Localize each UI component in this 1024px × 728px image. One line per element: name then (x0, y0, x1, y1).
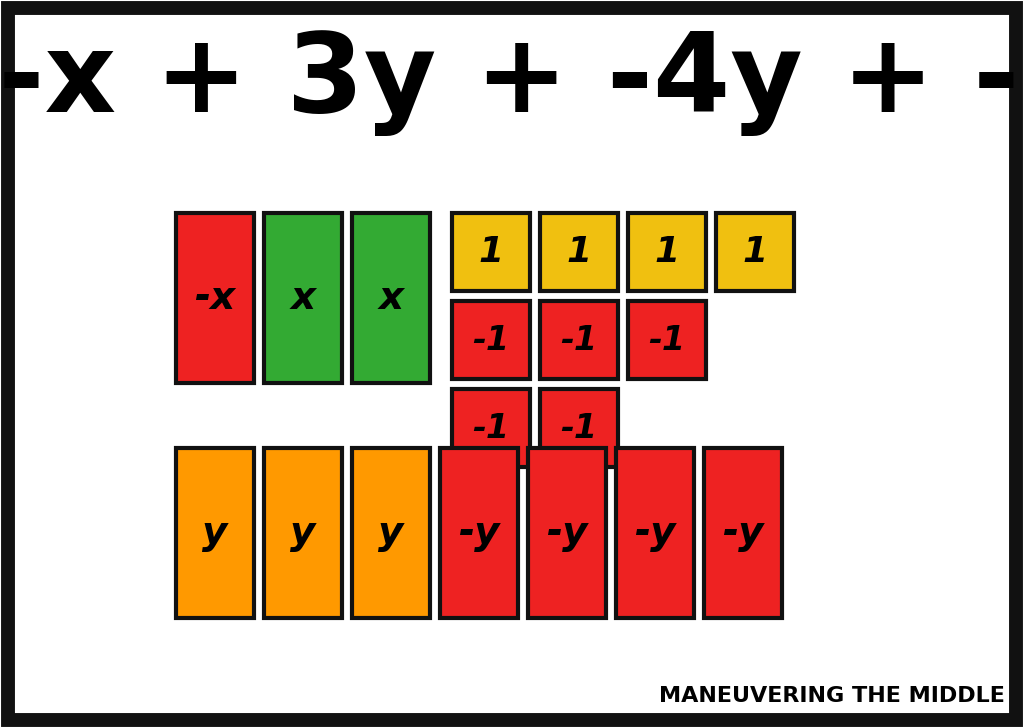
Text: -y: -y (459, 514, 500, 552)
FancyBboxPatch shape (452, 301, 530, 379)
Text: MANEUVERING THE MIDDLE: MANEUVERING THE MIDDLE (659, 686, 1005, 706)
Text: -x: -x (195, 279, 236, 317)
FancyBboxPatch shape (452, 389, 530, 467)
FancyBboxPatch shape (628, 301, 706, 379)
FancyBboxPatch shape (716, 213, 794, 291)
FancyBboxPatch shape (616, 448, 694, 618)
FancyBboxPatch shape (352, 213, 430, 383)
FancyBboxPatch shape (264, 448, 342, 618)
FancyBboxPatch shape (264, 213, 342, 383)
FancyBboxPatch shape (540, 213, 618, 291)
FancyBboxPatch shape (540, 301, 618, 379)
Text: x: x (291, 279, 315, 317)
Text: -1: -1 (648, 323, 685, 357)
FancyBboxPatch shape (452, 213, 530, 291)
FancyBboxPatch shape (176, 448, 254, 618)
Text: -1: -1 (560, 411, 598, 445)
Text: y: y (203, 514, 227, 552)
Text: 1: 1 (478, 235, 504, 269)
Text: -1: -1 (472, 411, 510, 445)
FancyBboxPatch shape (440, 448, 518, 618)
Text: y: y (291, 514, 315, 552)
Text: y: y (378, 514, 403, 552)
FancyBboxPatch shape (176, 213, 254, 383)
Text: -y: -y (546, 514, 588, 552)
FancyBboxPatch shape (8, 8, 1016, 720)
Text: 1: 1 (654, 235, 680, 269)
Text: -1: -1 (472, 323, 510, 357)
Text: 2x + -x + 3y + -4y + -5 + 4: 2x + -x + 3y + -4y + -5 + 4 (0, 30, 1024, 136)
FancyBboxPatch shape (628, 213, 706, 291)
Text: 1: 1 (742, 235, 768, 269)
FancyBboxPatch shape (528, 448, 606, 618)
Text: 1: 1 (566, 235, 592, 269)
FancyBboxPatch shape (705, 448, 782, 618)
FancyBboxPatch shape (540, 389, 618, 467)
FancyBboxPatch shape (352, 448, 430, 618)
Text: -y: -y (634, 514, 676, 552)
Text: -1: -1 (560, 323, 598, 357)
Text: x: x (379, 279, 403, 317)
Text: -y: -y (722, 514, 764, 552)
